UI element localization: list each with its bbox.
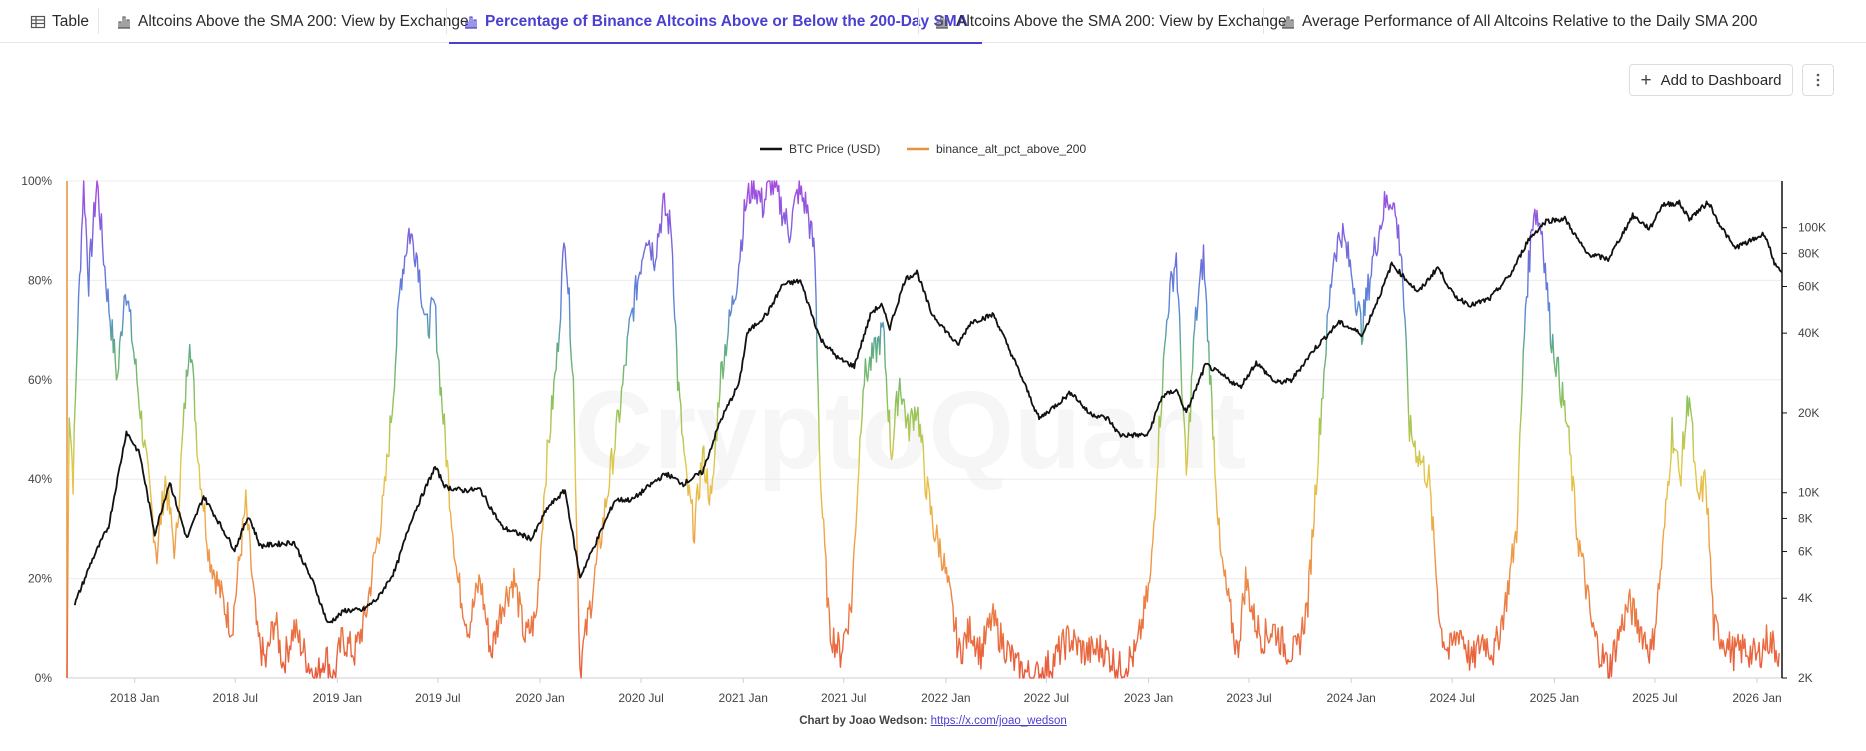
x-tick-label: 2025 Jul xyxy=(1632,691,1677,705)
y-left-tick-label: 100% xyxy=(21,174,52,188)
legend: BTC Price (USD) binance_alt_pct_above_200 xyxy=(760,142,1086,156)
y-right-tick-label: 6K xyxy=(1798,545,1813,559)
y-right-tick-label: 4K xyxy=(1798,591,1813,605)
x-tick-label: 2022 Jan xyxy=(921,691,970,705)
tab-altcoins-sma-exchange-2[interactable]: Altcoins Above the SMA 200: View by Exch… xyxy=(934,0,1287,43)
tab-binance-pct-above-sma[interactable]: Percentage of Binance Altcoins Above or … xyxy=(449,0,982,44)
y-right-tick-label: 20K xyxy=(1798,406,1819,420)
x-tick-label: 2021 Jul xyxy=(821,691,866,705)
x-tick-label: 2024 Jan xyxy=(1326,691,1375,705)
tab-divider xyxy=(446,8,447,34)
tab-divider xyxy=(1263,8,1264,34)
credit-link[interactable]: https://x.com/joao_wedson xyxy=(930,715,1067,727)
credit-prefix: Chart by Joao Wedson: xyxy=(799,715,928,727)
y-right-tick-label: 40K xyxy=(1798,326,1819,340)
tab-bar: Table Altcoins Above the SMA 200: View b… xyxy=(0,0,1866,44)
y-left-tick-label: 0% xyxy=(35,671,53,685)
x-tick-label: 2021 Jan xyxy=(719,691,768,705)
bar-chart-icon xyxy=(936,15,948,29)
series-layer xyxy=(66,180,1783,679)
y-right-tick-label: 100K xyxy=(1798,221,1826,235)
kebab-menu-icon xyxy=(1816,73,1820,87)
y-right-tick-label: 80K xyxy=(1798,246,1819,260)
tab-label: Altcoins Above the SMA 200: View by Exch… xyxy=(956,12,1287,30)
tab-table[interactable]: Table xyxy=(30,0,89,43)
x-tick-label: 2022 Jul xyxy=(1024,691,1069,705)
y-left-tick-label: 20% xyxy=(28,572,52,586)
series-line-binance-alt-pct xyxy=(66,180,1780,679)
y-left-tick-label: 60% xyxy=(28,373,52,387)
y-right-tick-label: 2K xyxy=(1798,671,1813,685)
y-left-tick-label: 40% xyxy=(28,472,52,486)
tab-divider xyxy=(98,8,99,34)
bar-chart-icon xyxy=(118,15,130,29)
grid xyxy=(67,180,1782,580)
tab-avg-performance-sma[interactable]: Average Performance of All Altcoins Rela… xyxy=(1280,0,1757,43)
x-tick-label: 2025 Jan xyxy=(1530,691,1579,705)
add-to-dashboard-button[interactable]: + Add to Dashboard xyxy=(1629,64,1793,96)
tab-divider xyxy=(918,8,919,34)
x-tick-label: 2018 Jan xyxy=(110,691,159,705)
bar-chart-icon xyxy=(465,15,477,29)
tab-label: Table xyxy=(52,12,90,30)
x-tick-label: 2024 Jul xyxy=(1430,691,1475,705)
x-tick-label: 2020 Jan xyxy=(515,691,564,705)
plus-icon: + xyxy=(1640,69,1652,91)
x-tick-label: 2020 Jul xyxy=(618,691,663,705)
x-tick-label: 2018 Jul xyxy=(213,691,258,705)
tab-label: Average Performance of All Altcoins Rela… xyxy=(1302,12,1758,30)
x-tick-label: 2023 Jan xyxy=(1124,691,1173,705)
tab-altcoins-sma-exchange[interactable]: Altcoins Above the SMA 200: View by Exch… xyxy=(116,0,469,43)
axes: 0% 20% 40% 60% 80% 100% 2K 4K 6K 8K 10K 20K 40K 60K 80… xyxy=(21,174,1826,705)
x-tick-label: 2019 Jul xyxy=(415,691,460,705)
legend-label: binance_alt_pct_above_200 xyxy=(936,142,1086,156)
legend-label: BTC Price (USD) xyxy=(789,142,880,156)
tab-label: Percentage of Binance Altcoins Above or … xyxy=(485,12,968,30)
x-tick-label: 2019 Jan xyxy=(313,691,362,705)
y-left-tick-label: 80% xyxy=(28,273,52,287)
tab-label: Altcoins Above the SMA 200: View by Exch… xyxy=(138,12,469,30)
more-options-button[interactable] xyxy=(1802,64,1834,96)
y-right-tick-label: 8K xyxy=(1798,511,1813,525)
y-right-tick-label: 60K xyxy=(1798,279,1819,293)
table-icon xyxy=(30,15,46,28)
add-to-dashboard-label: Add to Dashboard xyxy=(1660,71,1782,89)
x-tick-label: 2026 Jan xyxy=(1732,691,1781,705)
chart-credit: Chart by Joao Wedson: https://x.com/joao… xyxy=(0,715,1866,727)
bar-chart-icon xyxy=(1282,15,1294,29)
x-tick-label: 2023 Jul xyxy=(1226,691,1271,705)
series-line-btc-price xyxy=(73,199,1783,624)
y-right-tick-label: 10K xyxy=(1798,486,1819,500)
